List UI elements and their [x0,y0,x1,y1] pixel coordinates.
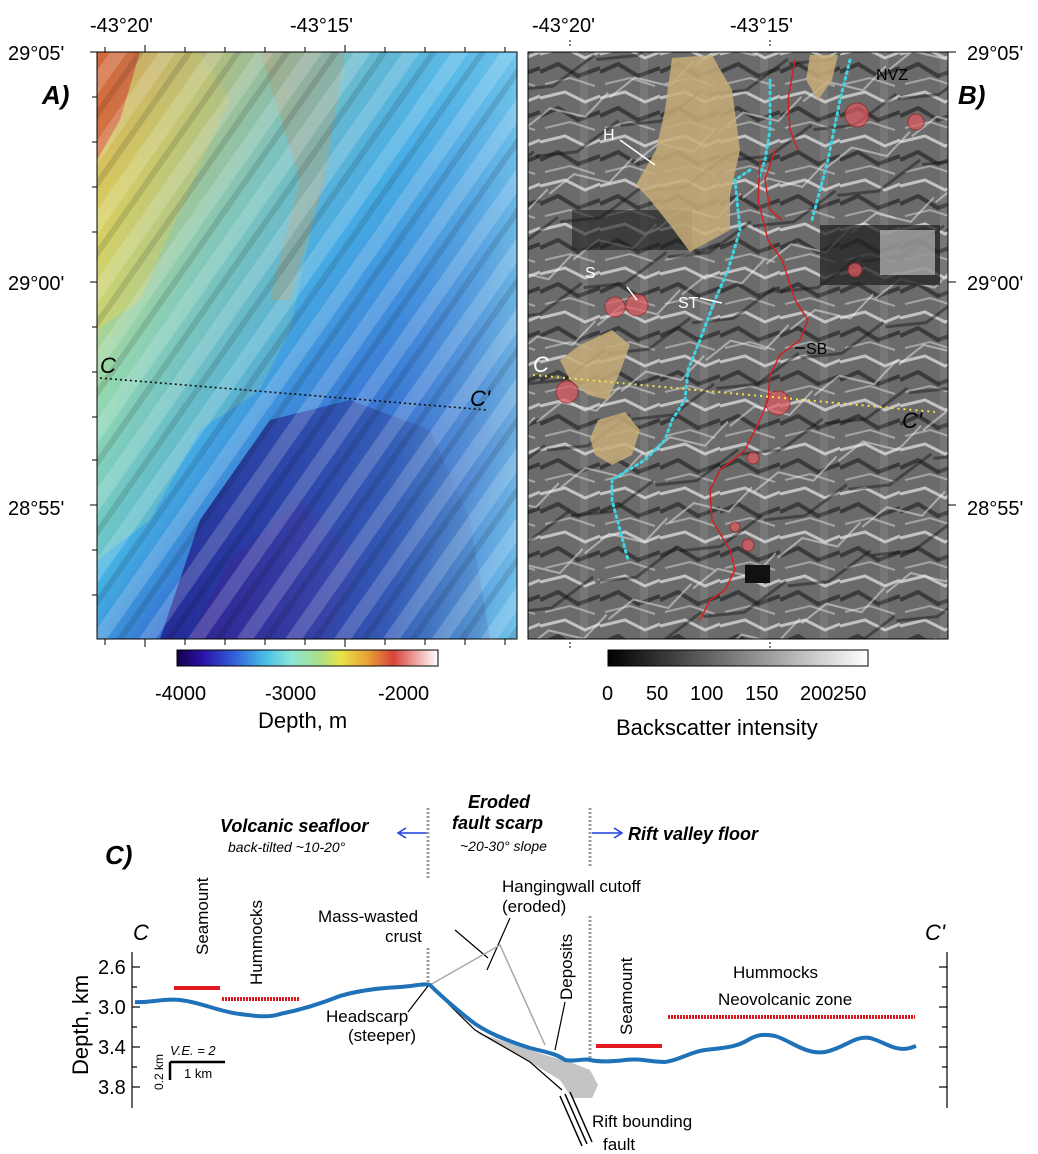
y-tick-4: 3.8 [98,1077,126,1099]
bs-tick-5: 200 [800,683,833,705]
lat-label-a-1: 29°05' [8,43,64,65]
panel-b-letter: B) [958,80,985,110]
panel-a: C C' A) -43°20' -43°15' 29°05' 29°00' 28… [8,15,518,733]
label-c: C [533,352,549,377]
y-tick-1: 2.6 [98,957,126,979]
volcanic-sub: back-tilted ~10-20° [228,839,346,855]
scale-v-label: 0.2 km [152,1054,166,1090]
scale-h-label: 1 km [184,1066,212,1081]
profile-end-label: C' [470,386,491,411]
hangingwall-label-2: (eroded) [502,897,566,916]
label-st: ST [678,295,699,312]
arrow-right-icon [613,827,624,839]
depth-profile-line [134,982,917,1065]
scale-bar: V.E. = 2 1 km 0.2 km [152,1043,225,1090]
y-axis-label: Depth, km [68,975,93,1075]
bs-tick-4: 150 [745,683,778,705]
depth-colorbar [176,649,439,667]
lat-label-b-1: 29°05' [967,43,1023,65]
seamount-right-label: Seamount [617,957,636,1035]
label-sb: SB [806,341,827,358]
profile-start-label: C [100,353,116,378]
label-s: S [585,265,596,282]
scarp-boundary-lines [610,58,852,562]
lat-label-a-3: 28°55' [8,498,64,520]
hummocks-right-label: Hummocks [733,963,818,982]
y-tick-2: 3.0 [98,997,126,1019]
panel-b: H S ST SB NVZ C C' B) -43°20' -43°15' 29… [527,15,1023,740]
section-dividers [426,808,592,1060]
depth-tick-2: -3000 [265,683,316,705]
rift-title: Rift valley floor [628,824,759,844]
panel-a-ticks [90,45,506,647]
lat-label-a-2: 29°00' [8,273,64,295]
eroded-title-1: Eroded [468,792,531,812]
lat-label-b-3: 28°55' [967,498,1023,520]
profile-c-right: C' [925,920,946,945]
lon-label-b-1: -43°20' [532,15,595,37]
eroded-sub: ~20-30° slope [460,838,547,854]
profile-c-left: C [133,920,149,945]
hangingwall-cutoff-lines [429,943,546,1046]
panel-c: C) C C' Volcanic seafloor back-tilted ~1… [68,792,948,1154]
headscarp-label-1: Headscarp [326,1007,408,1026]
ve-label: V.E. = 2 [170,1043,216,1058]
fault-lines [699,59,809,621]
backscatter-colorbar [607,649,869,667]
arrow-left-icon [396,827,407,839]
hummock-patch-h [636,55,740,252]
rift-fault-label-2: fault [603,1135,635,1154]
lat-label-b-2: 29°00' [967,273,1023,295]
panel-b-ticks [569,40,956,650]
profile-line-b [532,374,936,413]
depth-tick-3: -2000 [378,683,429,705]
headscarp-label-2: (steeper) [348,1026,416,1045]
volcanic-title: Volcanic seafloor [220,816,369,836]
y-tick-3: 3.4 [98,1037,126,1059]
panel-c-letter: C) [105,840,132,870]
bs-tick-6: 250 [833,683,866,705]
hummocks-left-label: Hummocks [247,900,266,985]
eroded-title-2: fault scarp [452,813,543,833]
rift-fault-label-1: Rift bounding [592,1112,692,1131]
rift-fault-arrows [559,1091,593,1147]
deposits-label: Deposits [557,934,576,1000]
seamount-left-label: Seamount [193,877,212,955]
hummock-patch-lower [590,412,640,465]
panel-a-letter: A) [41,80,69,110]
hangingwall-label-1: Hangingwall cutoff [502,877,641,896]
seamount-markers [555,102,925,552]
label-nvz: NVZ [876,67,908,84]
neovolcanic-label: Neovolcanic zone [718,990,852,1009]
bs-tick-3: 100 [690,683,723,705]
deposits-shape [475,1032,598,1098]
label-c-prime: C' [902,408,923,433]
lon-label-a-1: -43°20' [90,15,153,37]
hummock-patch-nvz [806,55,838,100]
mass-wasted-label-1: Mass-wasted [318,907,418,926]
bs-tick-2: 50 [646,683,668,705]
bs-tick-1: 0 [602,683,613,705]
lon-label-a-2: -43°15' [290,15,353,37]
depth-colorbar-title: Depth, m [258,708,347,733]
mass-wasted-label-2: crust [385,927,422,946]
lon-label-b-2: -43°15' [730,15,793,37]
bs-colorbar-title: Backscatter intensity [616,715,818,740]
label-h: H [603,127,615,144]
depth-tick-1: -4000 [155,683,206,705]
